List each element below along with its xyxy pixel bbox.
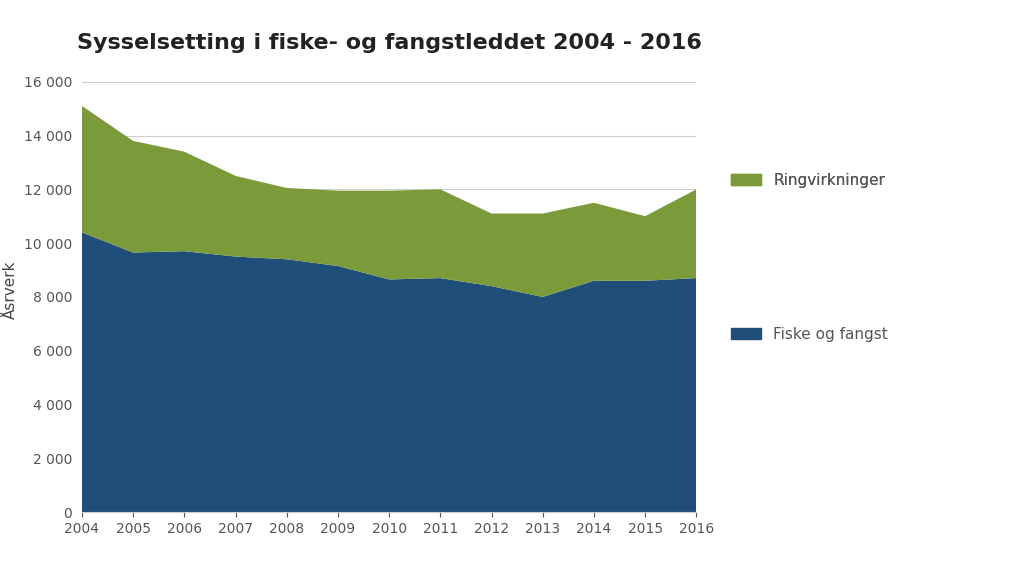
Y-axis label: Åsrverk: Åsrverk	[3, 261, 18, 319]
Legend: Ringvirkninger: Ringvirkninger	[724, 167, 891, 194]
Legend: Fiske og fangst: Fiske og fangst	[724, 320, 894, 348]
Title: Sysselsetting i fiske- og fangstleddet 2004 - 2016: Sysselsetting i fiske- og fangstleddet 2…	[77, 33, 701, 53]
